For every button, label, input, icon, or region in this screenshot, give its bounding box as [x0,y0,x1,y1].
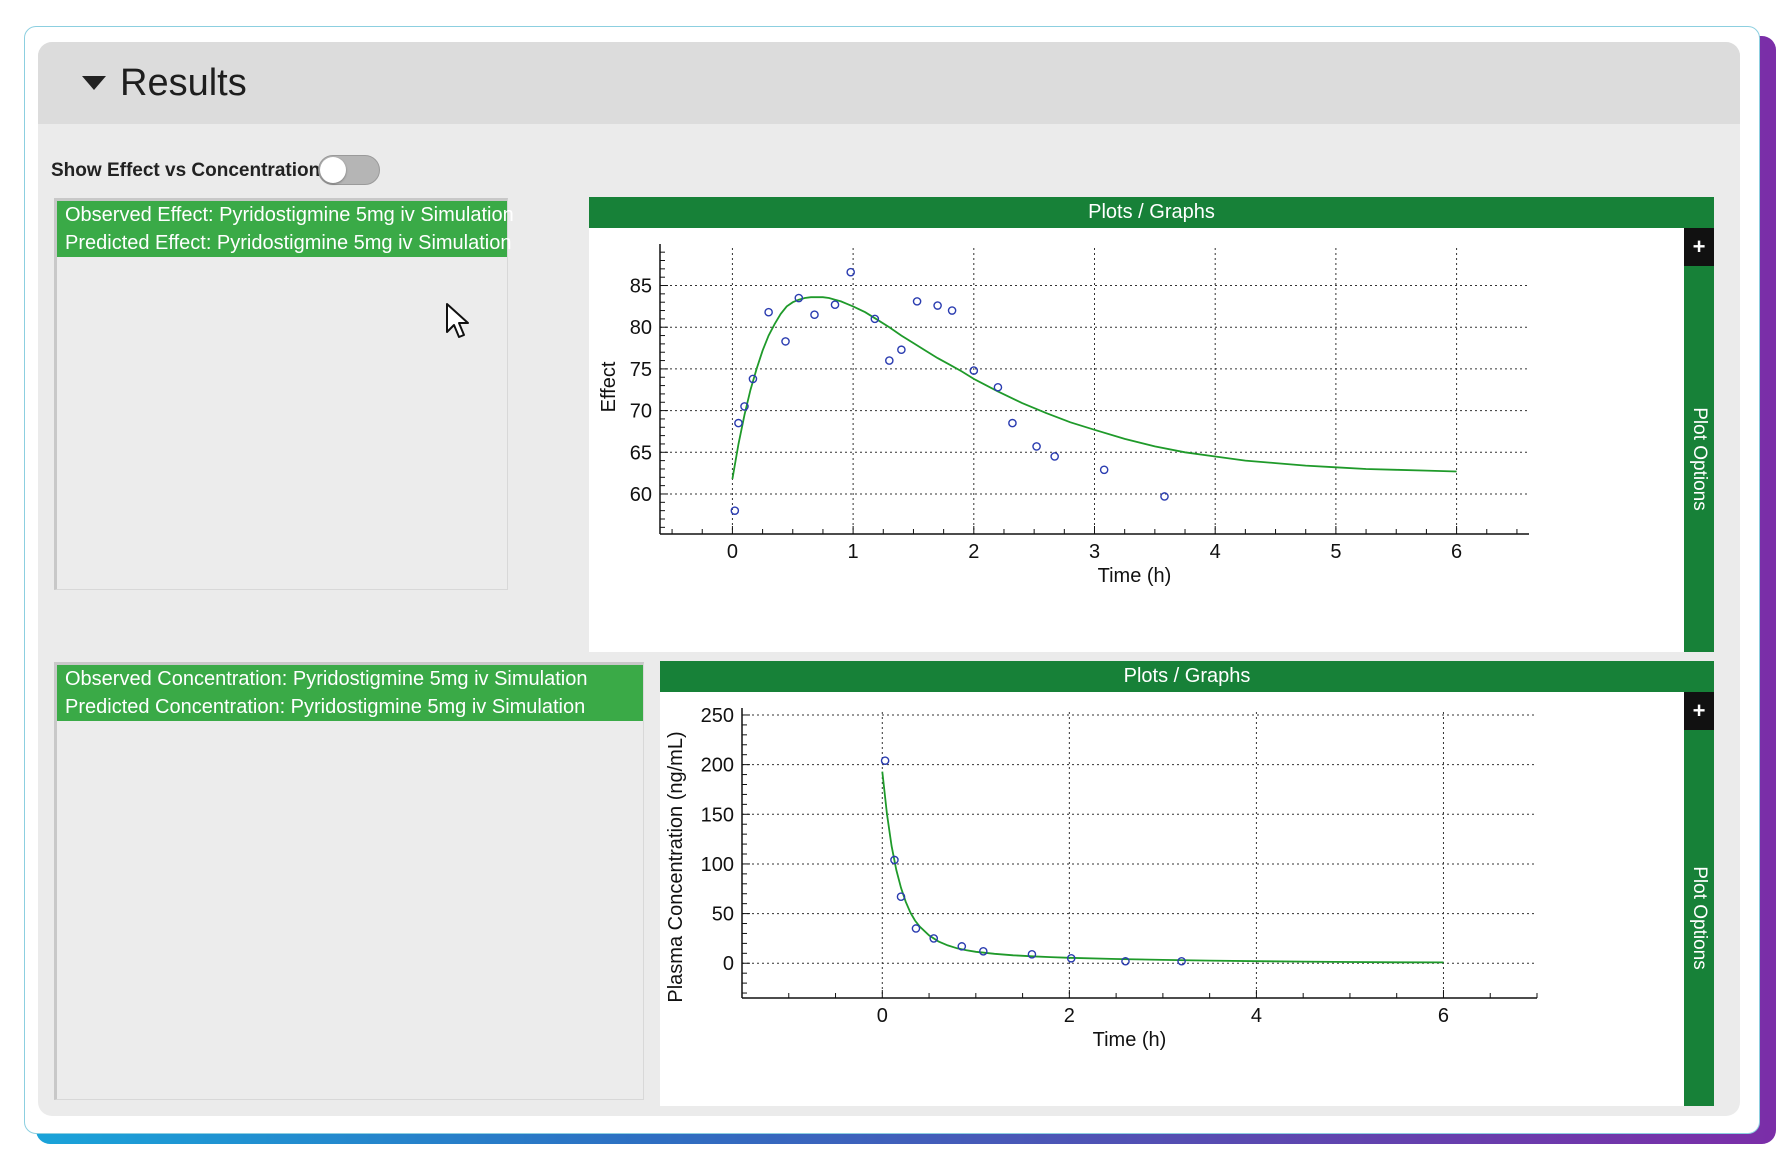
conc-y-tick-label: 250 [701,705,734,727]
conc-x-tick-label: 6 [1438,1005,1449,1027]
conc-observed-point [880,756,890,765]
results-panel: Results Show Effect vs Concentration Obs… [38,42,1740,1116]
concentration-series-list[interactable]: Observed Concentration: Pyridostigmine 5… [54,662,644,1100]
conc-x-axis-title: Time (h) [1093,1029,1167,1051]
effect-vs-concentration-toggle[interactable] [318,155,380,185]
effect-observed-point [781,337,790,346]
conc-observed-point [1177,956,1186,966]
list-item-observed-concentration[interactable]: Observed Concentration: Pyridostigmine 5… [57,665,643,693]
effect-observed-point [846,267,855,277]
conc-y-tick-label: 100 [701,854,734,876]
effect-observed-point [1099,465,1109,475]
effect-chart-panel: Plots / Graphs 0 1 2 3 4 5 6 60 65 70 75 80 85 Time (… [589,197,1714,652]
list-item-observed-effect[interactable]: Observed Effect: Pyridostigmine 5mg iv S… [57,201,514,229]
effect-y-tick-label: 75 [630,359,652,381]
effect-observed-point [1160,492,1169,501]
effect-plot-options-label: Plot Options [1689,407,1710,511]
conc-y-tick-label: 50 [712,904,734,926]
conc-y-tick-label: 150 [701,804,734,826]
conc-observed-point [979,947,988,956]
effect-y-tick-label: 60 [630,484,652,506]
conc-observed-point [1121,956,1130,966]
effect-series-list[interactable]: Observed Effect: Pyridostigmine 5mg iv S… [54,198,514,590]
concentration-plot-options-label: Plot Options [1689,866,1710,970]
conc-y-tick-label: 200 [701,755,734,777]
concentration-chart-panel: Plots / Graphs 0 2 4 6 0 50 100 150 200 250 Time (… [660,661,1714,1106]
conc-observed-point [896,892,906,902]
effect-observed-point [897,345,906,355]
caret-down-icon[interactable] [82,76,106,90]
results-title: Results [120,62,247,104]
conc-x-tick-label: 4 [1251,1005,1262,1027]
effect-predicted-line [731,296,1457,480]
toggle-knob[interactable] [320,157,346,183]
effect-observed-point [730,506,740,515]
effect-x-tick-label: 1 [848,541,859,563]
effect-observed-point [740,402,749,411]
conc-y-tick-label: 0 [723,953,734,975]
effect-plus-button[interactable]: + [1684,228,1714,266]
conc-observed-point [890,855,899,865]
conc-x-tick-label: 0 [877,1005,888,1027]
effect-observed-point [969,366,979,375]
mouse-cursor-icon [446,303,469,338]
concentration-plot-options-tab[interactable]: Plot Options [1684,730,1714,1106]
effect-y-tick-label: 80 [630,317,652,339]
conc-observed-point [957,942,967,951]
effect-observed-point [794,293,804,303]
concentration-plus-button[interactable]: + [1684,692,1714,730]
effect-observed-point [810,310,819,320]
effect-y-tick-label: 70 [630,401,652,423]
list-item-predicted-concentration[interactable]: Predicted Concentration: Pyridostigmine … [57,693,643,721]
effect-observed-point [734,418,743,428]
effect-observed-point [830,300,840,309]
conc-observed-point [929,934,939,943]
effect-x-tick-label: 4 [1210,541,1221,563]
results-header[interactable]: Results [38,42,1740,124]
effect-plot-options-tab[interactable]: Plot Options [1684,266,1714,652]
conc-observed-point [1027,950,1037,959]
effect-y-axis-title: Effect [598,361,620,412]
effect-chart: 0 1 2 3 4 5 6 60 65 70 75 80 85 Time (h) Effect [598,244,1529,587]
conc-predicted-line [881,771,1444,964]
effect-observed-point [912,297,922,306]
effect-observed-point [933,301,942,310]
effect-chart-header: Plots / Graphs [589,197,1714,228]
effect-y-tick-label: 65 [630,442,652,464]
effect-x-tick-label: 0 [727,541,738,563]
effect-observed-point [870,314,880,324]
effect-observed-point [748,374,758,384]
conc-observed-point [1066,953,1076,963]
concentration-chart-header: Plots / Graphs [660,661,1714,692]
effect-observed-point [993,382,1003,392]
effect-observed-point [1032,442,1041,451]
effect-observed-point [947,306,957,315]
effect-x-axis-title: Time (h) [1098,565,1172,587]
toggle-label: Show Effect vs Concentration [51,160,321,181]
list-item-predicted-effect[interactable]: Predicted Effect: Pyridostigmine 5mg iv … [57,229,512,257]
effect-observed-point [1008,418,1017,428]
concentration-chart: 0 2 4 6 0 50 100 150 200 250 Time (h) Plasma Concen… [665,705,1538,1051]
effect-observed-point [885,356,894,365]
conc-x-tick-label: 2 [1064,1005,1075,1027]
effect-observed-point [764,307,773,317]
conc-observed-point [911,924,921,933]
effect-y-tick-label: 85 [630,276,652,298]
effect-x-tick-label: 3 [1089,541,1100,563]
effect-x-tick-label: 6 [1451,541,1462,563]
conc-y-axis-title: Plasma Concentration (ng/mL) [665,731,687,1002]
effect-x-tick-label: 2 [968,541,979,563]
effect-observed-point [1050,452,1059,461]
effect-x-tick-label: 5 [1330,541,1341,563]
